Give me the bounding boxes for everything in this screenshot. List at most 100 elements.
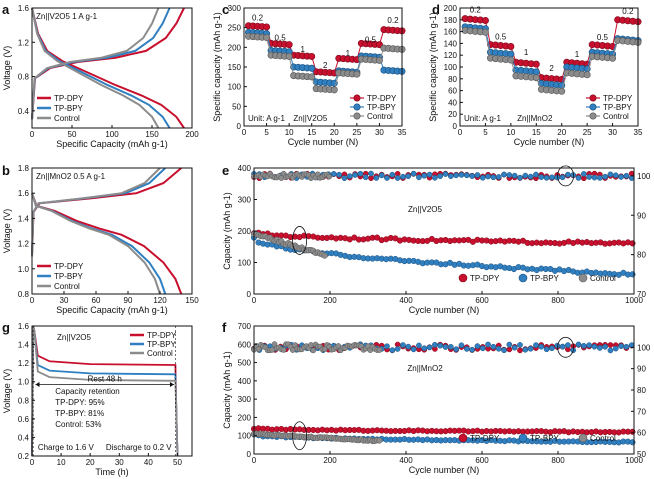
panel-c-unit: Unit: A g-1 xyxy=(248,114,285,123)
panel-d-letter: d xyxy=(432,2,440,17)
panel-a-ytick-label: 1.2 xyxy=(18,38,30,47)
panel-f-ce-point-tp-bpy xyxy=(543,346,550,353)
panel-e-ce-point-tp-bpy xyxy=(458,172,465,178)
panel-b-title: Zn||MnO2 0.5 A g-1 xyxy=(36,172,106,181)
panel-f-ellipse-ce xyxy=(557,336,574,358)
panel-a-discharge-curve-control xyxy=(31,7,160,129)
panel-f-ce-point-tp-bpy xyxy=(442,344,449,350)
panel-d-point-control xyxy=(481,28,489,36)
panel-a-ytick-label: 1.6 xyxy=(18,4,30,13)
panel-c-point-control xyxy=(263,34,271,42)
panel-d-ytick-label: 200 xyxy=(444,4,458,13)
panel-d-rate-label: 1 xyxy=(575,50,580,59)
panel-g-ytick-label: 1.2 xyxy=(18,359,30,368)
panel-d-legend-marker xyxy=(589,103,597,111)
panel-f-xtick-label: 800 xyxy=(551,456,565,465)
panel-f-xtick-label: 0 xyxy=(252,456,257,465)
panel-f-ce-point-tp-bpy xyxy=(527,345,534,352)
panel-f-ce-point-tp-bpy xyxy=(580,343,587,349)
panel-e-ce-point-tp-bpy xyxy=(330,171,337,177)
panel-b-xtick-label: 120 xyxy=(153,296,167,305)
panel-f-ce-point-tp-bpy xyxy=(586,342,593,348)
panel-f-ce-point-tp-bpy xyxy=(511,344,518,351)
panel-g-xtick-label: 30 xyxy=(115,458,124,467)
panel-b-ytick-label: 1.2 xyxy=(18,240,30,249)
panel-a-xlabel: Specific Capacity (mAh g-1) xyxy=(56,139,168,149)
panel-g-rest-label: Rest 48 h xyxy=(88,375,122,384)
panel-c-legend-label: TP-BPY xyxy=(367,103,397,112)
panel-f-ce-point-tp-bpy xyxy=(437,342,444,349)
panel-g-letter: g xyxy=(2,320,10,335)
panel-e-xtick-label: 600 xyxy=(475,296,489,305)
panel-e-ce-point-tp-bpy xyxy=(410,170,417,177)
panel-d-ytick-label: 60 xyxy=(448,87,457,96)
panel-f-ce-point-tp-bpy xyxy=(517,342,523,348)
panel-c-xtick-label: 25 xyxy=(352,128,361,137)
panel-f-ce-point-tp-bpy xyxy=(522,346,529,353)
panel-e-ce-point-tp-bpy xyxy=(575,175,582,181)
panel-c-point-tp-dpy xyxy=(263,23,271,31)
panel-b-discharge-curve-control xyxy=(31,192,161,295)
panel-a-ylabel: Voltage (V) xyxy=(2,46,12,91)
panel-f-ce-point-tp-bpy xyxy=(394,346,401,352)
panel-d-rate-label: 0.5 xyxy=(495,32,507,41)
panel-g-xtick-label: 40 xyxy=(144,458,153,467)
panel-a-xtick-label: 100 xyxy=(105,130,119,139)
panel-g-retention-item: Control: 53% xyxy=(55,420,101,429)
panel-f-ce-point-tp-bpy xyxy=(533,342,539,348)
panel-g-xlabel: Time (h) xyxy=(95,467,128,477)
panel-c-ytick-label: 200 xyxy=(228,43,242,52)
panel-e-ce-point-tp-bpy xyxy=(463,172,470,179)
panel-e-ce-point-tp-bpy xyxy=(618,174,624,180)
panel-e-ce-point-tp-bpy xyxy=(485,173,491,180)
panel-g-retention-item: TP-DPY: 95% xyxy=(55,398,104,407)
panel-f-ce-point-tp-bpy xyxy=(416,342,422,349)
panel-f-ce-point-tp-dpy xyxy=(506,346,513,353)
panel-c-ytick-label: 50 xyxy=(232,102,241,111)
panel-c-point-control xyxy=(308,73,316,81)
panel-e-ytick-label: 100 xyxy=(238,259,252,268)
panel-e-ce-point-tp-bpy xyxy=(389,171,396,178)
panel-b-frame xyxy=(31,167,193,295)
panel-d-legend-label: TP-DPY xyxy=(603,94,633,103)
panel-e-ce-point-tp-bpy xyxy=(474,172,481,178)
panel-e-ce-point-tp-bpy xyxy=(336,171,342,178)
panel-f-ce-point-tp-bpy xyxy=(410,346,417,353)
panel-a-letter: a xyxy=(2,2,10,17)
panel-f-ce-point-tp-dpy xyxy=(607,342,614,348)
panel-c-point-control xyxy=(353,70,361,78)
panel-f-ce-point-tp-bpy xyxy=(612,345,619,352)
panel-e-y2tick-label: 70 xyxy=(637,290,646,299)
panel-f-ce-point-tp-bpy xyxy=(596,345,603,351)
panel-e-ce-point-tp-bpy xyxy=(612,172,619,179)
panel-g-ylabel: Voltage (V) xyxy=(2,369,12,414)
panel-a-title: Zn||V2O5 1 A g-1 xyxy=(36,12,98,21)
panel-e-ce-point-tp-bpy xyxy=(527,173,534,180)
panel-d-point-tp-dpy xyxy=(507,42,515,50)
panel-f-letter: f xyxy=(222,320,227,335)
panel-e-ce-point-tp-bpy xyxy=(506,172,513,178)
panel-e-ce-point-tp-bpy xyxy=(538,174,545,180)
panel-f-ce-point-tp-bpy xyxy=(405,343,412,350)
panel-e-ce-point-tp-bpy xyxy=(394,175,401,181)
panel-e-ce-point-tp-bpy xyxy=(362,174,369,181)
panel-f: 0 200 400 600 800 1000 0 100 200 300 400 500 600 700 5… xyxy=(222,320,651,475)
panel-f-ce-point-tp-bpy xyxy=(485,341,491,348)
panel-b-xtick-label: 150 xyxy=(185,296,199,305)
panel-d-point-control xyxy=(507,56,515,64)
panel-e-ellipse-capacity xyxy=(292,226,308,255)
panel-e-xtick-label: 400 xyxy=(399,296,413,305)
panel-c-legend-label: TP-DPY xyxy=(367,94,397,103)
panel-f-ytick-label: 700 xyxy=(238,322,252,331)
panel-d-ytick-label: 120 xyxy=(444,51,458,60)
panel-e-ytick-label: 400 xyxy=(238,164,252,173)
panel-e-ce-point-tp-bpy xyxy=(501,171,507,178)
panel-d-rate-label: 0.2 xyxy=(622,7,634,16)
panel-g-xtick-label: 10 xyxy=(57,458,66,467)
panel-e-y2tick-label: 100 xyxy=(637,172,651,181)
panel-g: 0 10 20 30 40 50 0.2 0.4 0.6 0.8 1.0 1.2 1.4 1.6 Time … xyxy=(2,320,193,477)
panel-e-xtick-label: 800 xyxy=(551,296,565,305)
panel-d-xlabel: Cycle number (N) xyxy=(514,137,585,147)
panel-d-xtick-label: 15 xyxy=(532,128,541,137)
